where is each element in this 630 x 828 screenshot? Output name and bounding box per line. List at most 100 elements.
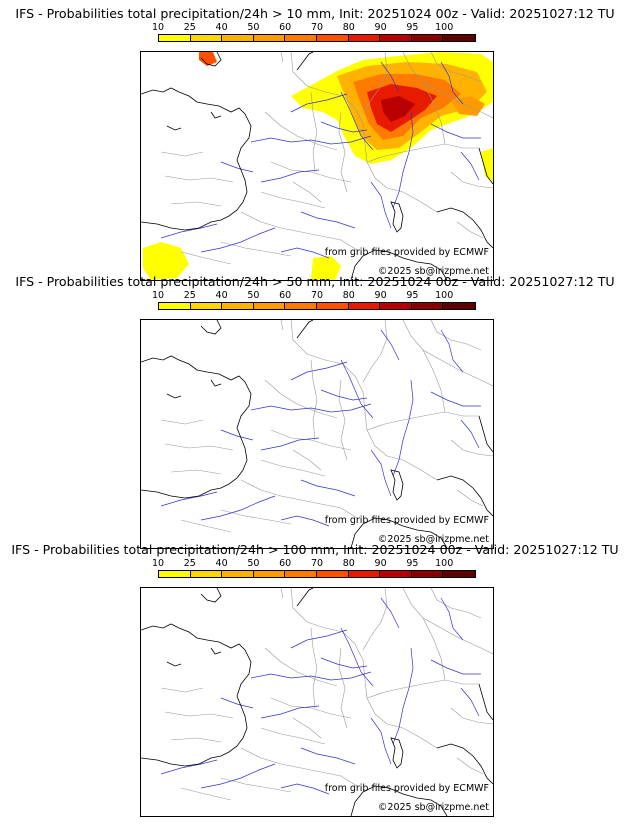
scale-color-cell	[190, 571, 223, 577]
scale-label: 95	[406, 558, 419, 569]
data-source-credit: from grib files provided by ECMWF	[324, 783, 489, 794]
admin-border	[264, 111, 338, 151]
scale-color-cell	[411, 35, 444, 41]
admin-border	[366, 411, 479, 431]
scale-label: 40	[215, 22, 228, 33]
admin-border	[180, 787, 232, 801]
river	[300, 479, 356, 497]
river	[370, 449, 392, 497]
coastline	[141, 623, 252, 767]
river	[220, 429, 254, 441]
scale-bar	[158, 570, 476, 578]
river	[290, 93, 348, 113]
coastline	[390, 737, 404, 769]
river	[380, 329, 400, 361]
scale-color-cell	[190, 35, 223, 41]
admin-border	[402, 52, 493, 119]
probability-map: from grib files provided by ECMWF ©2025 …	[140, 319, 494, 549]
data-source-credit: from grib files provided by ECMWF	[324, 515, 489, 526]
coastline	[141, 87, 252, 231]
scale-labels: 10 25 40 50 60 70 80 90 95 100	[152, 290, 476, 301]
river	[260, 705, 320, 719]
scale-label: 80	[342, 558, 355, 569]
admin-border	[456, 489, 484, 507]
admin-border	[422, 617, 446, 681]
admin-border	[338, 111, 348, 193]
panel-title: IFS - Probabilities total precipitation/…	[15, 274, 615, 289]
coastline	[296, 52, 314, 71]
coastline	[200, 320, 222, 335]
scale-color-cell	[380, 35, 412, 41]
admin-border	[362, 52, 388, 115]
admin-border	[220, 241, 292, 257]
coastline	[436, 475, 493, 517]
scale-label: 60	[279, 22, 292, 33]
river	[392, 647, 414, 745]
scale-label: 100	[435, 22, 454, 33]
river	[340, 627, 374, 687]
river	[320, 389, 368, 401]
river	[320, 121, 368, 133]
river	[220, 697, 254, 709]
scale-label: 40	[215, 558, 228, 569]
admin-border	[270, 429, 352, 451]
admin-border	[180, 519, 232, 533]
scale-color-cell	[285, 35, 317, 41]
admin-border	[170, 201, 222, 207]
coastline	[210, 111, 222, 119]
admin-border	[456, 757, 484, 775]
river	[392, 111, 414, 209]
scale-color-cell	[285, 571, 317, 577]
coastline	[436, 743, 493, 785]
admin-border	[450, 707, 493, 725]
probability-map: from grib files provided by ECMWF ©2025 …	[140, 51, 494, 281]
scale-color-cell	[348, 303, 381, 309]
river	[160, 223, 218, 239]
admin-border	[386, 455, 438, 481]
scale-label: 80	[342, 290, 355, 301]
admin-border	[240, 747, 358, 787]
scale-color-cell	[159, 303, 191, 309]
admin-border	[402, 588, 493, 655]
river	[280, 247, 330, 259]
river	[370, 717, 392, 765]
admin-border	[292, 717, 322, 739]
river	[340, 359, 374, 419]
coastline	[166, 125, 182, 131]
scale-color-cell	[443, 571, 475, 577]
river	[460, 687, 480, 717]
admin-border	[270, 697, 352, 719]
admin-border	[422, 349, 446, 413]
admin-border	[164, 443, 234, 451]
admin-border	[450, 171, 493, 189]
river	[440, 597, 464, 641]
coastline	[166, 661, 182, 667]
river	[290, 629, 348, 649]
coastline	[210, 379, 222, 387]
admin-border	[264, 379, 338, 419]
admin-border	[170, 469, 222, 475]
coastline	[210, 647, 222, 655]
scale-color-cell	[222, 571, 254, 577]
scale-color-cell	[253, 35, 286, 41]
probability-color-scale: 10 25 40 50 60 70 80 90 95 100	[152, 290, 476, 315]
admin-border	[430, 320, 482, 351]
probability-color-scale: 10 25 40 50 60 70 80 90 95 100	[152, 22, 476, 47]
coastline	[296, 588, 314, 607]
admin-border	[180, 251, 232, 265]
admin-border	[338, 647, 348, 729]
admin-border	[264, 647, 338, 687]
river	[440, 61, 464, 105]
admin-border	[310, 359, 318, 441]
river	[430, 659, 481, 675]
river	[370, 181, 392, 229]
admin-border	[290, 320, 388, 457]
map-drawing	[141, 588, 493, 816]
admin-border	[240, 479, 358, 519]
admin-border	[366, 143, 479, 163]
data-source-credit: from grib files provided by ECMWF	[324, 247, 489, 258]
river	[280, 515, 330, 527]
admin-border	[402, 320, 493, 387]
coastline	[478, 147, 493, 185]
river	[440, 329, 464, 373]
